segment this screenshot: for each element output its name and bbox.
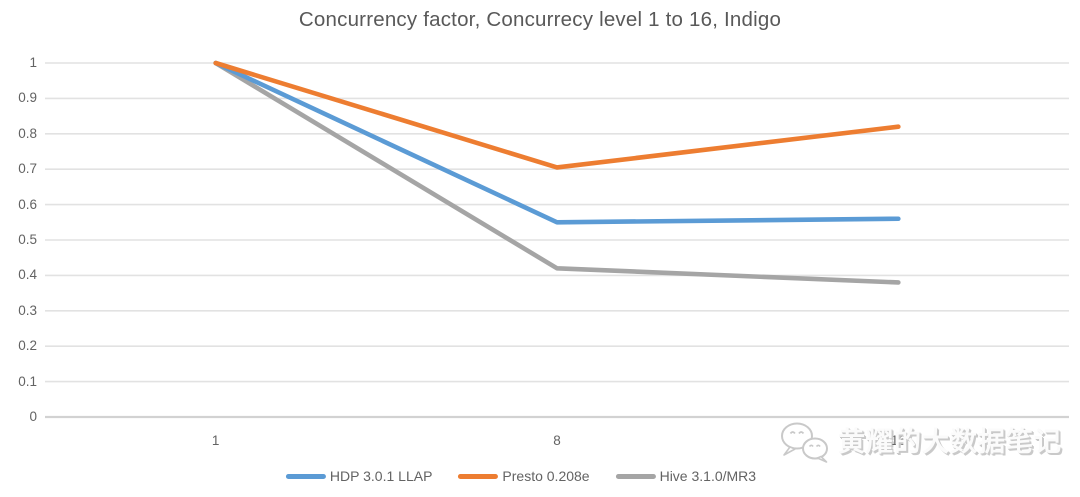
legend-swatch bbox=[458, 473, 499, 479]
x-tick-label: 16 bbox=[890, 433, 906, 448]
watermark: 黄耀的大数据笔记 bbox=[778, 421, 1062, 463]
series-line-hive-3-1-0-mr3 bbox=[213, 60, 901, 285]
legend-item-hive-3-1-0-mr3: Hive 3.1.0/MR3 bbox=[615, 468, 757, 484]
legend-item-hdp-3-0-1-llap: HDP 3.0.1 LLAP bbox=[285, 468, 433, 484]
y-tick-label: 0 bbox=[29, 409, 37, 424]
y-tick-label: 0.8 bbox=[18, 125, 37, 141]
y-tick-label: 0.9 bbox=[18, 90, 37, 106]
chart-title: Concurrency factor, Concurrecy level 1 t… bbox=[298, 8, 782, 31]
y-tick-label: 0.5 bbox=[18, 232, 37, 247]
legend: HDP 3.0.1 LLAP Presto 0.208e Hive 3.1.0/MR… bbox=[285, 468, 757, 484]
y-tick-label: 0.3 bbox=[18, 302, 37, 318]
y-tick-label: 0.7 bbox=[18, 161, 37, 177]
y-tick-label: 0.6 bbox=[18, 196, 37, 212]
series-line-hdp-3-0-1-llap bbox=[213, 60, 901, 225]
legend-label: Hive 3.1.0/MR3 bbox=[659, 468, 757, 484]
legend-label: HDP 3.0.1 LLAP bbox=[329, 468, 433, 484]
y-tick-label: 0.2 bbox=[18, 338, 37, 354]
wechat-icon bbox=[781, 422, 828, 463]
legend-swatch bbox=[285, 473, 326, 479]
series-line-presto-0-208e bbox=[213, 60, 901, 170]
legend-item-presto-0-208e: Presto 0.208e bbox=[458, 468, 590, 484]
y-tick-label: 0.1 bbox=[18, 373, 37, 389]
y-tick-label: 1 bbox=[29, 55, 37, 70]
x-tick-label: 1 bbox=[211, 433, 220, 448]
legend-swatch bbox=[615, 473, 656, 479]
x-tick-label: 8 bbox=[553, 433, 561, 448]
y-tick-label: 0.4 bbox=[18, 267, 37, 283]
watermark-text: 黄耀的大数据笔记 bbox=[838, 427, 1062, 457]
legend-label: Presto 0.208e bbox=[502, 468, 590, 484]
